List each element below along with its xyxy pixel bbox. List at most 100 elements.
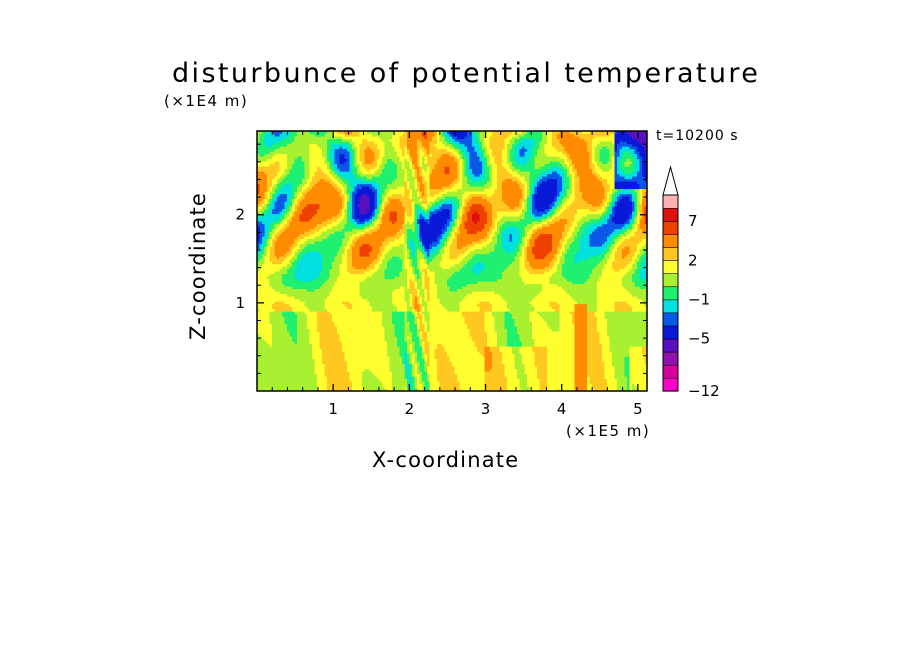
- contour-cell: [302, 346, 306, 350]
- contour-cell: [292, 371, 296, 375]
- contour-cell: [389, 346, 393, 350]
- contour-cell: [399, 381, 403, 385]
- contour-cell: [262, 343, 266, 347]
- contour-cell: [299, 348, 303, 352]
- contour-cell: [632, 353, 636, 357]
- contour-cell: [509, 356, 513, 360]
- contour-cell: [629, 371, 633, 375]
- contour-cell: [402, 348, 406, 352]
- contour-cell: [402, 341, 406, 345]
- contour-cell: [264, 351, 268, 355]
- contour-cell: [334, 341, 338, 345]
- contour-cell: [364, 353, 368, 357]
- contour-cell: [582, 368, 586, 372]
- contour-cell: [299, 353, 303, 357]
- contour-cell: [367, 346, 371, 350]
- contour-cell: [574, 378, 578, 382]
- contour-cell: [542, 358, 546, 362]
- contour-cell: [627, 378, 631, 382]
- contour-cell: [297, 353, 301, 357]
- contour-cell: [407, 371, 411, 375]
- contour-cell: [292, 346, 296, 350]
- contour-cell: [329, 378, 333, 382]
- contour-cell: [519, 386, 523, 390]
- contour-cell: [347, 353, 351, 357]
- contour-cell: [314, 366, 318, 370]
- contour-cell: [334, 343, 338, 347]
- contour-cell: [389, 341, 393, 345]
- contour-cell: [482, 368, 486, 372]
- contour-cell: [522, 368, 526, 372]
- contour-cell: [424, 388, 428, 391]
- contour-cell: [384, 381, 388, 385]
- contour-cell: [319, 376, 323, 380]
- contour-cell: [489, 351, 493, 355]
- contour-cell: [422, 358, 426, 362]
- contour-cell: [464, 373, 468, 377]
- contour-cell: [514, 381, 518, 385]
- contour-cell: [472, 378, 476, 382]
- contour-cell: [599, 376, 603, 380]
- contour-cell: [467, 366, 471, 370]
- contour-cell: [447, 353, 451, 357]
- contour-cell: [547, 356, 551, 360]
- contour-cell: [387, 353, 391, 357]
- contour-cell: [362, 351, 366, 355]
- contour-cell: [362, 363, 366, 367]
- contour-cell: [299, 376, 303, 380]
- contour-cell: [439, 371, 443, 375]
- contour-cell: [409, 376, 413, 380]
- contour-cell: [609, 363, 613, 367]
- contour-cell: [267, 351, 271, 355]
- contour-cell: [619, 368, 623, 372]
- contour-cell: [374, 371, 378, 375]
- contour-cell: [524, 366, 528, 370]
- contour-cell: [522, 348, 526, 352]
- contour-cell: [334, 381, 338, 385]
- contour-cell: [607, 361, 611, 365]
- contour-cell: [339, 363, 343, 367]
- contour-cell: [512, 346, 516, 350]
- contour-cell: [457, 383, 461, 387]
- contour-cell: [264, 341, 268, 345]
- contour-cell: [557, 373, 561, 377]
- contour-cell: [382, 388, 386, 391]
- contour-cell: [497, 346, 501, 350]
- contour-cell: [392, 376, 396, 380]
- contour-cell: [359, 358, 363, 362]
- contour-cell: [609, 356, 613, 360]
- contour-cell: [264, 348, 268, 352]
- contour-cell: [639, 371, 643, 375]
- contour-cell: [372, 388, 376, 391]
- contour-cell: [297, 368, 301, 372]
- contour-cell: [312, 363, 316, 367]
- contour-cell: [269, 341, 273, 345]
- contour-cell: [332, 378, 336, 382]
- contour-cell: [342, 341, 346, 345]
- contour-cell: [267, 361, 271, 365]
- contour-cell: [344, 381, 348, 385]
- contour-cell: [434, 386, 438, 390]
- contour-cell: [327, 343, 331, 347]
- contour-cell: [374, 366, 378, 370]
- contour-cell: [489, 383, 493, 387]
- contour-cell: [327, 353, 331, 357]
- contour-cell: [402, 363, 406, 367]
- contour-cell: [534, 358, 538, 362]
- contour-cell: [419, 376, 423, 380]
- contour-cell: [542, 368, 546, 372]
- contour-cell: [569, 356, 573, 360]
- contour-cell: [482, 383, 486, 387]
- contour-cell: [474, 343, 478, 347]
- contour-cell: [577, 373, 581, 377]
- contour-cell: [542, 346, 546, 350]
- contour-cell: [444, 348, 448, 352]
- contour-cell: [339, 371, 343, 375]
- contour-cell: [457, 348, 461, 352]
- contour-cell: [269, 373, 273, 377]
- contour-cell: [432, 343, 436, 347]
- contour-cell: [342, 373, 346, 377]
- contour-cell: [389, 358, 393, 362]
- contour-cell: [624, 356, 628, 360]
- contour-cell: [629, 376, 633, 380]
